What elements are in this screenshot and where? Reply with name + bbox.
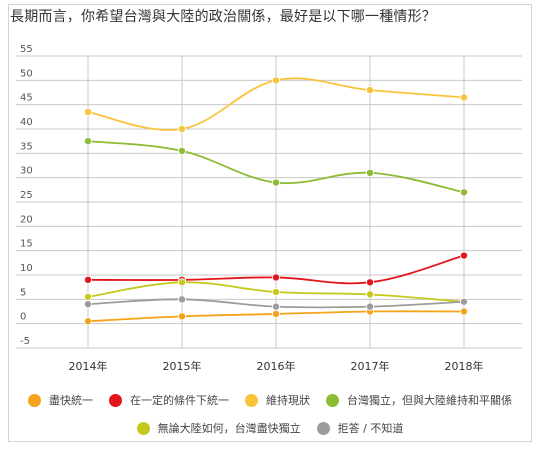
data-point[interactable] — [84, 275, 93, 284]
data-point[interactable] — [459, 93, 468, 102]
data-point[interactable] — [177, 146, 186, 155]
legend-label: 盡快統一 — [49, 394, 93, 407]
legend-item[interactable]: 無論大陸如何，台灣盡快獨立 — [136, 420, 301, 436]
data-point[interactable] — [84, 300, 93, 309]
data-point[interactable] — [177, 125, 186, 134]
legend-swatch — [136, 421, 150, 435]
data-point[interactable] — [271, 288, 280, 297]
legend-label: 維持現狀 — [266, 394, 310, 407]
data-point[interactable] — [365, 86, 374, 95]
data-point[interactable] — [365, 278, 374, 287]
chart-title: 長期而言，你希望台灣與大陸的政治關係，最好是以下哪一種情形？ — [10, 9, 436, 25]
data-point[interactable] — [271, 178, 280, 187]
data-point[interactable] — [84, 317, 93, 326]
legend-item[interactable]: 台灣獨立，但與大陸維持和平關係 — [326, 392, 512, 408]
data-point[interactable] — [177, 312, 186, 321]
data-point[interactable] — [84, 292, 93, 301]
x-tick-label: 2016年 — [257, 359, 296, 373]
y-tick-label: 40 — [20, 117, 33, 128]
legend-swatch — [109, 393, 122, 407]
data-point[interactable] — [365, 290, 374, 299]
legend-label: 在一定的條件下統一 — [130, 394, 229, 407]
data-point[interactable] — [271, 76, 280, 85]
x-tick-label: 2018年 — [445, 359, 484, 373]
legend-item[interactable]: 盡快統一 — [28, 392, 93, 408]
legend-row-2: 無論大陸如何，台灣盡快獨立 拒答 / 不知道 — [0, 420, 540, 438]
legend-swatch — [28, 393, 41, 407]
data-point[interactable] — [459, 188, 468, 197]
data-point[interactable] — [459, 251, 468, 260]
series-points — [84, 76, 468, 326]
grid — [16, 55, 522, 349]
chart-frame — [8, 4, 532, 442]
data-point[interactable] — [271, 273, 280, 282]
legend-row-1: 盡快統一 在一定的條件下統一 維持現狀 台灣獨立，但與大陸維持和平關係 — [0, 392, 540, 410]
y-tick-label: 50 — [20, 68, 33, 79]
legend-label: 拒答 / 不知道 — [337, 422, 404, 435]
data-point[interactable] — [459, 297, 468, 306]
data-point[interactable] — [271, 302, 280, 311]
data-point[interactable] — [459, 307, 468, 316]
y-tick-label: -5 — [20, 336, 30, 347]
data-point[interactable] — [177, 278, 186, 287]
legend-swatch — [326, 393, 339, 407]
x-tick-label: 2017年 — [351, 359, 390, 373]
legend-item[interactable]: 拒答 / 不知道 — [316, 420, 404, 436]
data-point[interactable] — [365, 302, 374, 311]
legend-label: 無論大陸如何，台灣盡快獨立 — [157, 422, 301, 435]
y-axis-ticks: -5 0 5 10 15 20 25 30 35 40 45 50 55 — [20, 44, 33, 347]
legend-item[interactable]: 維持現狀 — [245, 392, 310, 408]
data-point[interactable] — [365, 168, 374, 177]
data-point[interactable] — [84, 107, 93, 116]
y-tick-label: 30 — [20, 166, 33, 177]
legend-swatch — [245, 393, 258, 407]
data-point[interactable] — [271, 309, 280, 318]
y-tick-label: 25 — [20, 190, 33, 201]
x-axis-ticks: 2014年 2015年 2016年 2017年 2018年 — [69, 359, 484, 373]
y-tick-label: 55 — [20, 44, 33, 55]
data-point[interactable] — [177, 295, 186, 304]
legend-item[interactable]: 在一定的條件下統一 — [109, 392, 229, 408]
y-tick-label: 10 — [20, 263, 33, 274]
y-tick-label: 0 — [20, 312, 26, 323]
y-tick-label: 20 — [20, 214, 33, 225]
y-tick-label: 15 — [20, 239, 33, 250]
x-tick-label: 2015年 — [163, 359, 202, 373]
y-tick-label: 35 — [20, 141, 33, 152]
line-chart: -5 0 5 10 15 20 25 30 35 40 45 50 55 2014年 2015年 2016年… — [16, 44, 522, 373]
x-tick-label: 2014年 — [69, 359, 108, 373]
y-tick-label: 5 — [20, 287, 26, 298]
legend-swatch — [316, 421, 330, 435]
y-tick-label: 45 — [20, 93, 33, 104]
data-point[interactable] — [84, 137, 93, 146]
legend-label: 台灣獨立，但與大陸維持和平關係 — [347, 394, 512, 407]
